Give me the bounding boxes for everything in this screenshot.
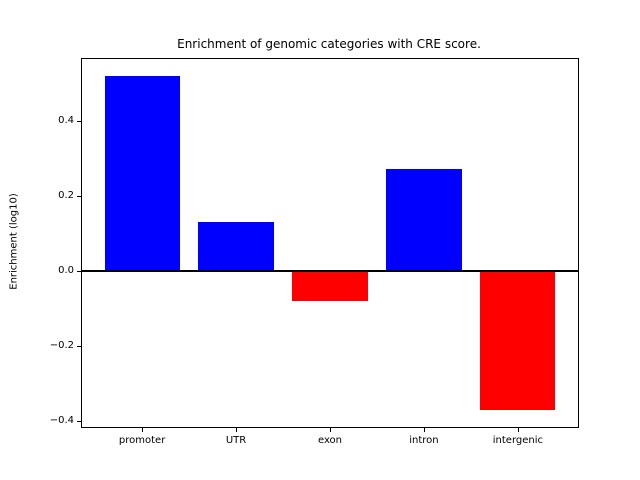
y-tick-mark: [77, 120, 81, 122]
bar-UTR: [198, 221, 274, 271]
x-tick-label-promoter: promoter: [118, 435, 166, 446]
y-tick-mark: [77, 420, 81, 422]
plot-area: [81, 58, 579, 428]
x-tick-mark: [330, 428, 331, 432]
y-tick-label: −0.2: [49, 339, 74, 351]
y-tick-label: 0.4: [58, 114, 74, 126]
y-tick-mark: [77, 345, 81, 347]
chart-title: Enrichment of genomic categories with CR…: [177, 37, 481, 51]
x-tick-mark: [423, 428, 425, 432]
y-axis-label: Enrichment (log10): [8, 193, 20, 290]
x-tick-label-intron: intron: [409, 435, 439, 446]
x-tick-label-UTR: UTR: [225, 435, 247, 446]
x-tick-mark: [517, 428, 519, 432]
y-tick-mark: [77, 195, 81, 197]
x-tick-mark: [236, 428, 238, 432]
x-tick-label-exon: exon: [317, 435, 343, 446]
zero-line: [82, 269, 578, 272]
x-tick-mark: [142, 428, 144, 432]
x-tick-label-intergenic: intergenic: [492, 435, 543, 446]
y-tick-label: 0.2: [58, 189, 74, 201]
y-tick-mark: [77, 270, 81, 272]
bar-intron: [386, 169, 462, 271]
bar-exon: [292, 270, 368, 301]
y-tick-label: 0.0: [58, 264, 74, 276]
bar-intergenic: [480, 270, 556, 410]
y-tick-label: −0.4: [49, 414, 74, 426]
bar-promoter: [104, 75, 180, 271]
